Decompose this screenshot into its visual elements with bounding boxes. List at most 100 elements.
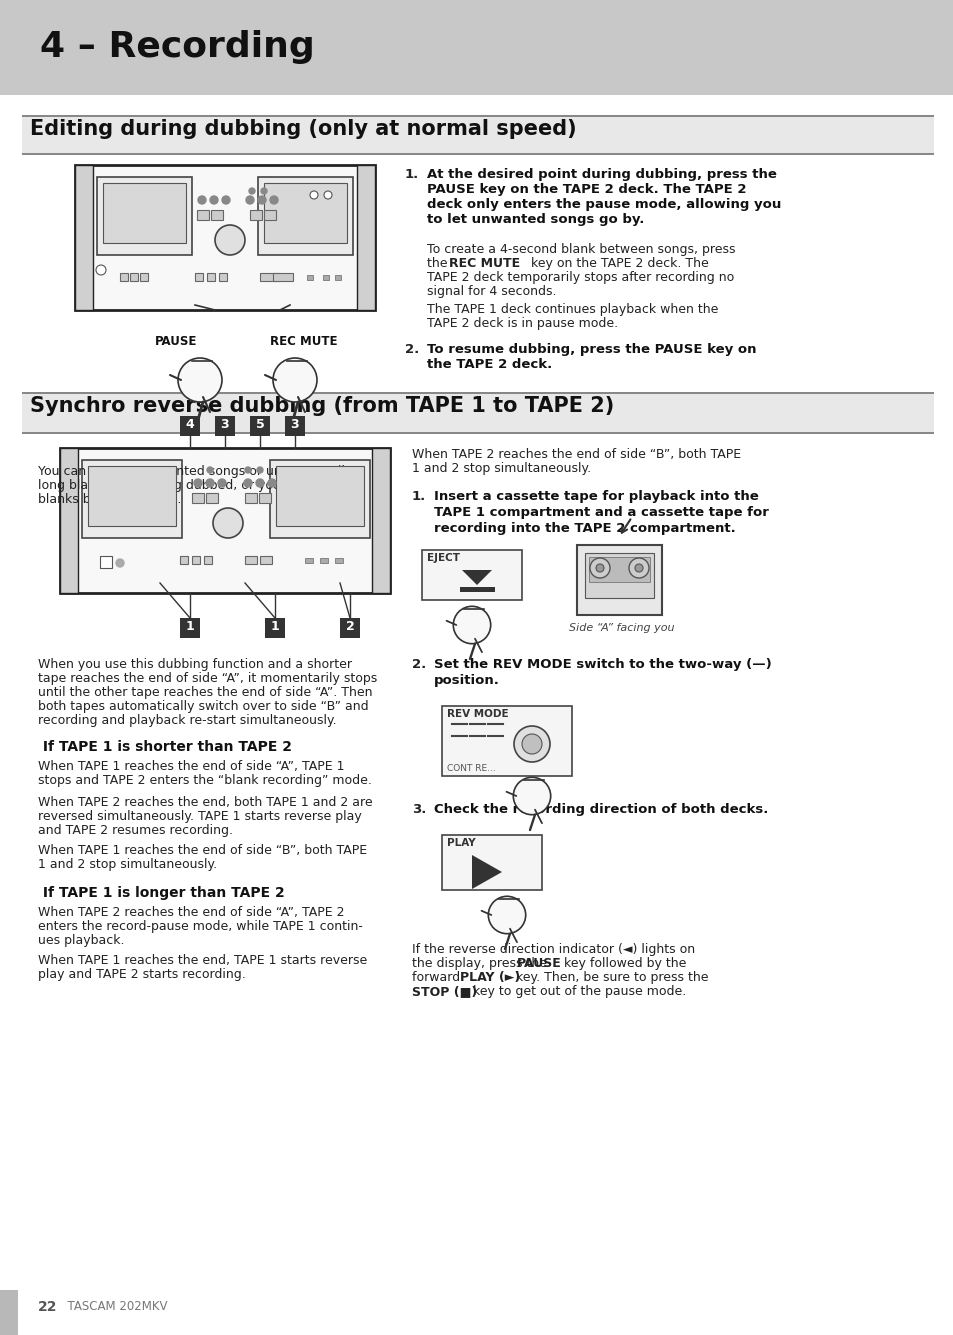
Bar xyxy=(75,166,375,310)
Text: You can prevent unwanted songs or unnecessarily: You can prevent unwanted songs or unnece… xyxy=(38,465,352,478)
Text: 1: 1 xyxy=(271,619,279,633)
Text: 4 – Recording: 4 – Recording xyxy=(40,29,314,64)
Text: PLAY: PLAY xyxy=(447,838,476,848)
Circle shape xyxy=(96,266,106,275)
Text: ues playback.: ues playback. xyxy=(38,934,125,947)
Bar xyxy=(214,417,234,437)
Bar xyxy=(180,417,200,437)
Text: At the desired point during dubbing, press the: At the desired point during dubbing, pre… xyxy=(427,168,776,182)
Text: Check the recording direction of both decks.: Check the recording direction of both de… xyxy=(434,802,767,816)
Bar xyxy=(335,275,340,280)
Text: 2: 2 xyxy=(345,619,354,633)
Bar xyxy=(421,550,521,599)
Circle shape xyxy=(257,196,266,204)
Text: PLAY (►): PLAY (►) xyxy=(459,971,519,984)
Text: TAPE 2 deck temporarily stops after recording no: TAPE 2 deck temporarily stops after reco… xyxy=(427,271,734,284)
Bar xyxy=(0,0,953,95)
Bar xyxy=(192,493,204,503)
Circle shape xyxy=(207,467,213,473)
Circle shape xyxy=(513,777,550,814)
Text: 5: 5 xyxy=(255,418,264,431)
Text: Side “A” facing you: Side “A” facing you xyxy=(568,623,674,633)
Bar xyxy=(22,433,933,434)
Bar xyxy=(204,555,212,563)
Text: PAUSE: PAUSE xyxy=(154,335,197,348)
Text: until the other tape reaches the end of side “A”. Then: until the other tape reaches the end of … xyxy=(38,686,372,700)
Bar xyxy=(22,117,933,154)
Circle shape xyxy=(222,196,230,204)
Text: EJECT: EJECT xyxy=(427,553,459,563)
Bar xyxy=(285,417,305,437)
Circle shape xyxy=(324,191,332,199)
Bar xyxy=(192,555,200,563)
Circle shape xyxy=(521,734,541,754)
Circle shape xyxy=(261,188,267,194)
Text: 2.: 2. xyxy=(412,658,426,672)
Text: STOP (■): STOP (■) xyxy=(412,985,476,999)
Circle shape xyxy=(310,191,317,199)
Bar xyxy=(75,166,92,310)
Text: REC MUTE: REC MUTE xyxy=(270,335,337,348)
Bar xyxy=(339,618,359,638)
Circle shape xyxy=(213,509,243,538)
Circle shape xyxy=(218,479,226,487)
Circle shape xyxy=(198,196,206,204)
Bar xyxy=(577,545,661,615)
Text: key followed by the: key followed by the xyxy=(559,957,685,971)
Text: 1.: 1. xyxy=(405,168,418,182)
Text: 4: 4 xyxy=(186,418,194,431)
Text: If TAPE 1 is shorter than TAPE 2: If TAPE 1 is shorter than TAPE 2 xyxy=(38,740,292,754)
Circle shape xyxy=(514,726,550,762)
Text: Synchro reverse dubbing (from TAPE 1 to TAPE 2): Synchro reverse dubbing (from TAPE 1 to … xyxy=(30,396,614,417)
Bar xyxy=(260,272,280,280)
Bar xyxy=(0,1290,18,1335)
Text: blanks between songs.: blanks between songs. xyxy=(38,493,181,506)
Bar xyxy=(100,555,112,567)
Text: recording into the TAPE 2 compartment.: recording into the TAPE 2 compartment. xyxy=(434,522,735,535)
Text: REC MUTE: REC MUTE xyxy=(449,258,519,270)
Text: the: the xyxy=(427,258,451,270)
Bar xyxy=(335,558,343,563)
Bar xyxy=(273,272,293,280)
Bar xyxy=(206,493,218,503)
Bar xyxy=(130,272,138,280)
Text: TAPE 1 compartment and a cassette tape for: TAPE 1 compartment and a cassette tape f… xyxy=(434,506,768,519)
Bar xyxy=(265,618,285,638)
Text: key to get out of the pause mode.: key to get out of the pause mode. xyxy=(469,985,685,999)
Bar xyxy=(250,210,262,220)
Circle shape xyxy=(255,479,264,487)
Circle shape xyxy=(246,196,253,204)
Text: forward: forward xyxy=(412,971,464,984)
Bar xyxy=(441,706,572,776)
Bar xyxy=(60,449,390,593)
Text: PAUSE: PAUSE xyxy=(517,957,561,971)
Text: the display, press the: the display, press the xyxy=(412,957,551,971)
Text: signal for 4 seconds.: signal for 4 seconds. xyxy=(427,284,556,298)
Text: enters the record-pause mode, while TAPE 1 contin-: enters the record-pause mode, while TAPE… xyxy=(38,920,362,933)
Text: tape reaches the end of side “A”, it momentarily stops: tape reaches the end of side “A”, it mom… xyxy=(38,672,376,685)
Circle shape xyxy=(596,563,603,571)
Text: reversed simultaneously. TAPE 1 starts reverse play: reversed simultaneously. TAPE 1 starts r… xyxy=(38,810,361,822)
Text: CONT RE...: CONT RE... xyxy=(447,764,496,773)
Text: deck only enters the pause mode, allowing you: deck only enters the pause mode, allowin… xyxy=(427,198,781,211)
Circle shape xyxy=(193,479,202,487)
Text: key on the TAPE 2 deck. The: key on the TAPE 2 deck. The xyxy=(526,258,708,270)
Circle shape xyxy=(214,226,245,255)
Bar xyxy=(194,272,203,280)
Bar xyxy=(459,587,495,591)
Text: to let unwanted songs go by.: to let unwanted songs go by. xyxy=(427,214,643,226)
Text: 3.: 3. xyxy=(412,802,426,816)
Bar xyxy=(22,115,933,117)
Bar xyxy=(441,834,541,890)
Circle shape xyxy=(116,559,124,567)
Bar xyxy=(245,493,256,503)
Bar xyxy=(180,555,188,563)
Text: REV MODE: REV MODE xyxy=(447,709,508,720)
Text: recording and playback re-start simultaneously.: recording and playback re-start simultan… xyxy=(38,714,336,728)
Text: stops and TAPE 2 enters the “blank recording” mode.: stops and TAPE 2 enters the “blank recor… xyxy=(38,774,372,788)
Text: When TAPE 1 reaches the end, TAPE 1 starts reverse: When TAPE 1 reaches the end, TAPE 1 star… xyxy=(38,955,367,967)
Bar xyxy=(120,272,128,280)
Bar xyxy=(275,466,364,526)
Bar xyxy=(140,272,148,280)
Text: 1 and 2 stop simultaneously.: 1 and 2 stop simultaneously. xyxy=(38,858,217,870)
